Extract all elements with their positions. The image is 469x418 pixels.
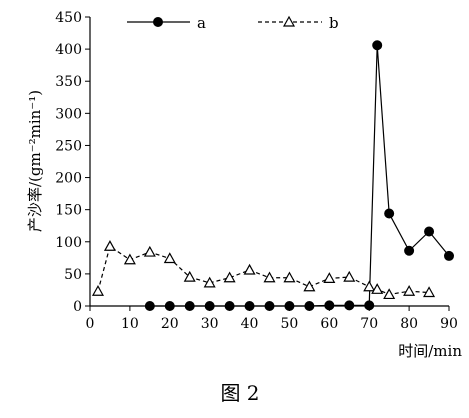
series-b-point <box>243 263 256 275</box>
series-b <box>91 240 436 300</box>
series-a-point <box>224 301 235 311</box>
series-b-point <box>223 271 236 283</box>
y-tick-label: 0 <box>73 299 82 315</box>
y-tick-label: 100 <box>55 235 82 251</box>
series-b-point <box>303 280 316 292</box>
x-tick-label: 40 <box>241 316 259 332</box>
series-b-point <box>143 245 156 257</box>
series-b-point <box>323 272 336 283</box>
series-a-point <box>144 301 155 311</box>
series-a-point <box>264 301 275 311</box>
series-b-point <box>203 276 216 288</box>
series-b-point <box>363 280 376 292</box>
y-axis-title: 产沙率/(gm⁻²min⁻¹) <box>26 90 44 232</box>
series-b-point <box>263 271 276 283</box>
series-b-point <box>371 283 384 294</box>
y-tick-label: 50 <box>64 267 82 283</box>
x-tick-label: 50 <box>281 316 299 332</box>
legend-a-dot <box>153 17 163 27</box>
legend-b-label: b <box>329 14 339 32</box>
x-tick-label: 80 <box>400 316 418 332</box>
y-tick-label: 250 <box>55 138 82 154</box>
series-b-point <box>423 286 436 298</box>
series-layer <box>91 40 454 311</box>
x-ticks: 0 10 20 30 40 50 60 70 80 90 <box>86 306 458 332</box>
x-tick-label: 10 <box>121 316 139 332</box>
y-ticks: 0 50 100 150 200 250 300 350 400 450 <box>55 10 90 315</box>
series-a-point <box>284 301 295 311</box>
x-axis-title: 时间/min <box>398 342 462 360</box>
legend-b-triangle <box>282 15 296 27</box>
x-tick-label: 20 <box>161 316 179 332</box>
series-a-point <box>444 250 454 261</box>
series-a-point <box>304 301 315 311</box>
series-b-point <box>283 271 296 283</box>
y-tick-label: 450 <box>55 10 82 26</box>
series-b-point <box>103 240 116 251</box>
series-b-point <box>343 270 356 282</box>
series-a-point <box>344 300 355 311</box>
axes: 0 50 100 150 200 250 300 350 400 450 0 10 20 30 40 50 6… <box>55 10 458 332</box>
legend-a-marker <box>153 17 163 27</box>
y-tick-label: 400 <box>55 42 82 58</box>
series-b-point <box>91 284 104 296</box>
x-tick-label: 60 <box>320 316 338 332</box>
x-tick-label: 90 <box>440 316 458 332</box>
series-a-point <box>204 301 215 311</box>
series-b-point <box>183 270 196 282</box>
y-tick-label: 350 <box>55 74 82 90</box>
x-tick-label: 30 <box>201 316 219 332</box>
series-a-point <box>244 301 255 311</box>
series-a-point <box>384 208 395 219</box>
series-a-line <box>149 45 450 307</box>
legend-a-label: a <box>197 14 206 32</box>
y-tick-label: 150 <box>55 203 82 219</box>
series-b-point <box>403 284 416 296</box>
series-b-point <box>383 288 396 300</box>
x-tick-label: 70 <box>360 316 378 332</box>
series-a-point <box>372 40 383 51</box>
series-a <box>144 40 454 311</box>
series-a-point <box>164 301 175 311</box>
y-tick-label: 200 <box>55 171 82 187</box>
x-tick-label: 0 <box>86 316 95 332</box>
series-a-point <box>424 226 435 237</box>
y-tick-label: 300 <box>55 106 82 122</box>
legend: a b <box>127 14 339 32</box>
legend-b-marker <box>282 15 296 27</box>
series-a-point <box>364 300 375 311</box>
series-b-point <box>163 252 176 264</box>
series-a-point <box>324 300 335 311</box>
series-b-point <box>123 253 136 265</box>
series-a-point <box>404 245 415 256</box>
figure-caption: 图 2 <box>220 381 259 405</box>
series-a-point <box>184 301 195 311</box>
